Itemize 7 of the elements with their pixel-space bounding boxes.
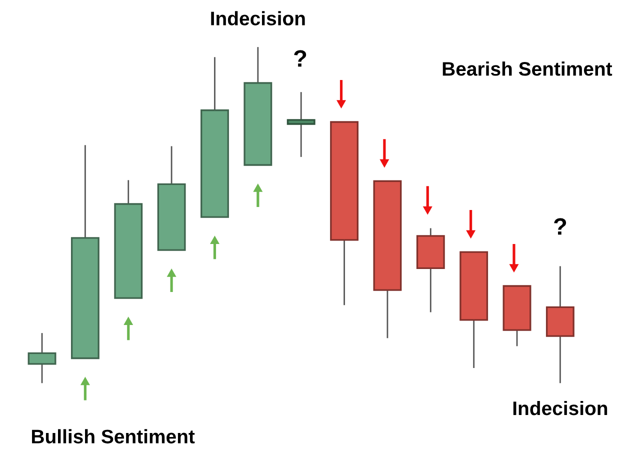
annotation: ? <box>294 50 306 67</box>
text: Indecision <box>513 400 608 416</box>
text: Bullish Sentiment <box>32 429 195 444</box>
text: Indecision <box>211 11 305 26</box>
candlestick <box>286 91 316 158</box>
annotation: Bearish Sentiment <box>442 62 612 76</box>
annotation: ? <box>554 218 566 235</box>
